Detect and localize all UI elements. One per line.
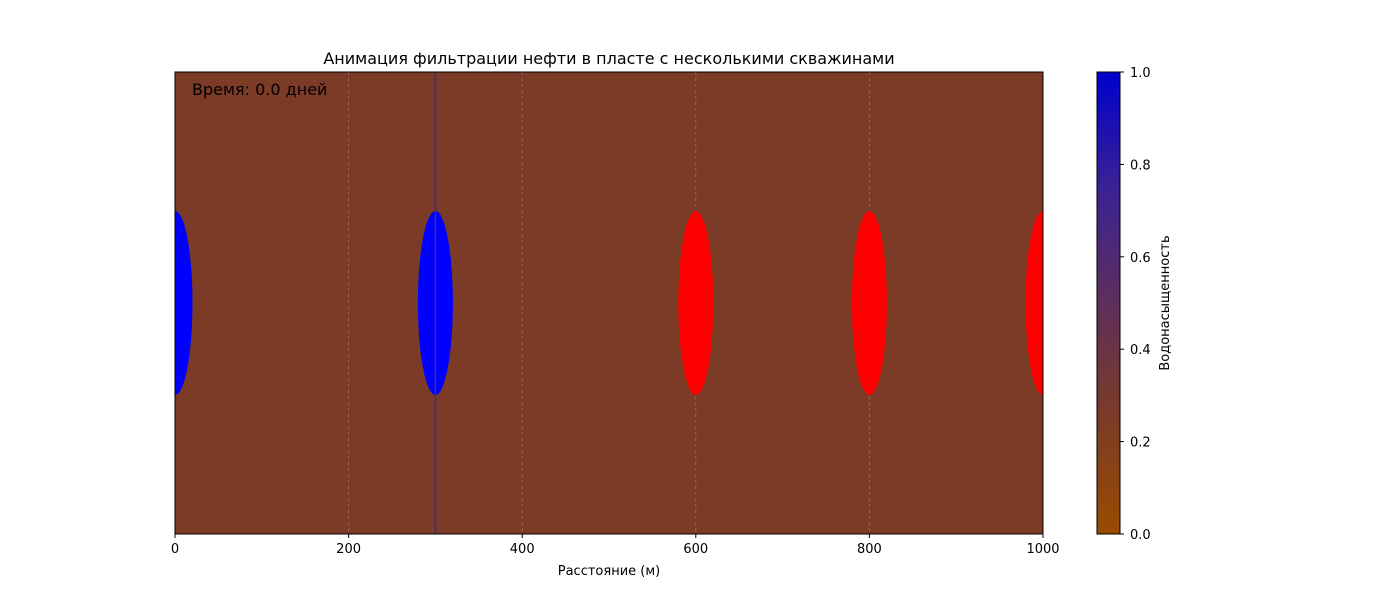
chart-title: Анимация фильтрации нефти в пласте с нес…	[323, 49, 894, 68]
x-tick-label: 400	[510, 542, 535, 557]
plot-frame	[174, 71, 1044, 535]
production-well-marker	[851, 211, 887, 395]
x-tick-label: 1000	[1026, 542, 1059, 557]
colorbar-label: Водонасыщенность	[1158, 235, 1173, 370]
x-tick-label: 600	[683, 542, 708, 557]
production-well-marker	[1025, 211, 1043, 395]
x-tick-label: 200	[336, 542, 361, 557]
x-axis-ticks: 0 200 400 600 800 1000	[171, 534, 1060, 557]
saturation-field	[175, 72, 1043, 534]
colorbar-tick-label: 0.4	[1130, 343, 1151, 358]
colorbar-tick-label: 0.6	[1130, 251, 1151, 266]
x-axis-label: Расстояние (м)	[558, 564, 660, 579]
production-well-marker	[678, 211, 714, 395]
x-tick-label: 800	[857, 542, 882, 557]
x-tick-label: 0	[171, 542, 179, 557]
colorbar-tick-label: 1.0	[1130, 66, 1151, 81]
colorbar-ticks: 0.0 0.2 0.4 0.6 0.8 1.0	[1120, 66, 1151, 543]
injection-well-marker	[175, 211, 193, 395]
time-annotation: Время: 0.0 дней	[192, 80, 327, 99]
colorbar-tick-label: 0.2	[1130, 436, 1151, 451]
colorbar	[1096, 71, 1121, 535]
colorbar-tick-label: 0.0	[1130, 528, 1151, 543]
colorbar-tick-label: 0.8	[1130, 158, 1151, 173]
